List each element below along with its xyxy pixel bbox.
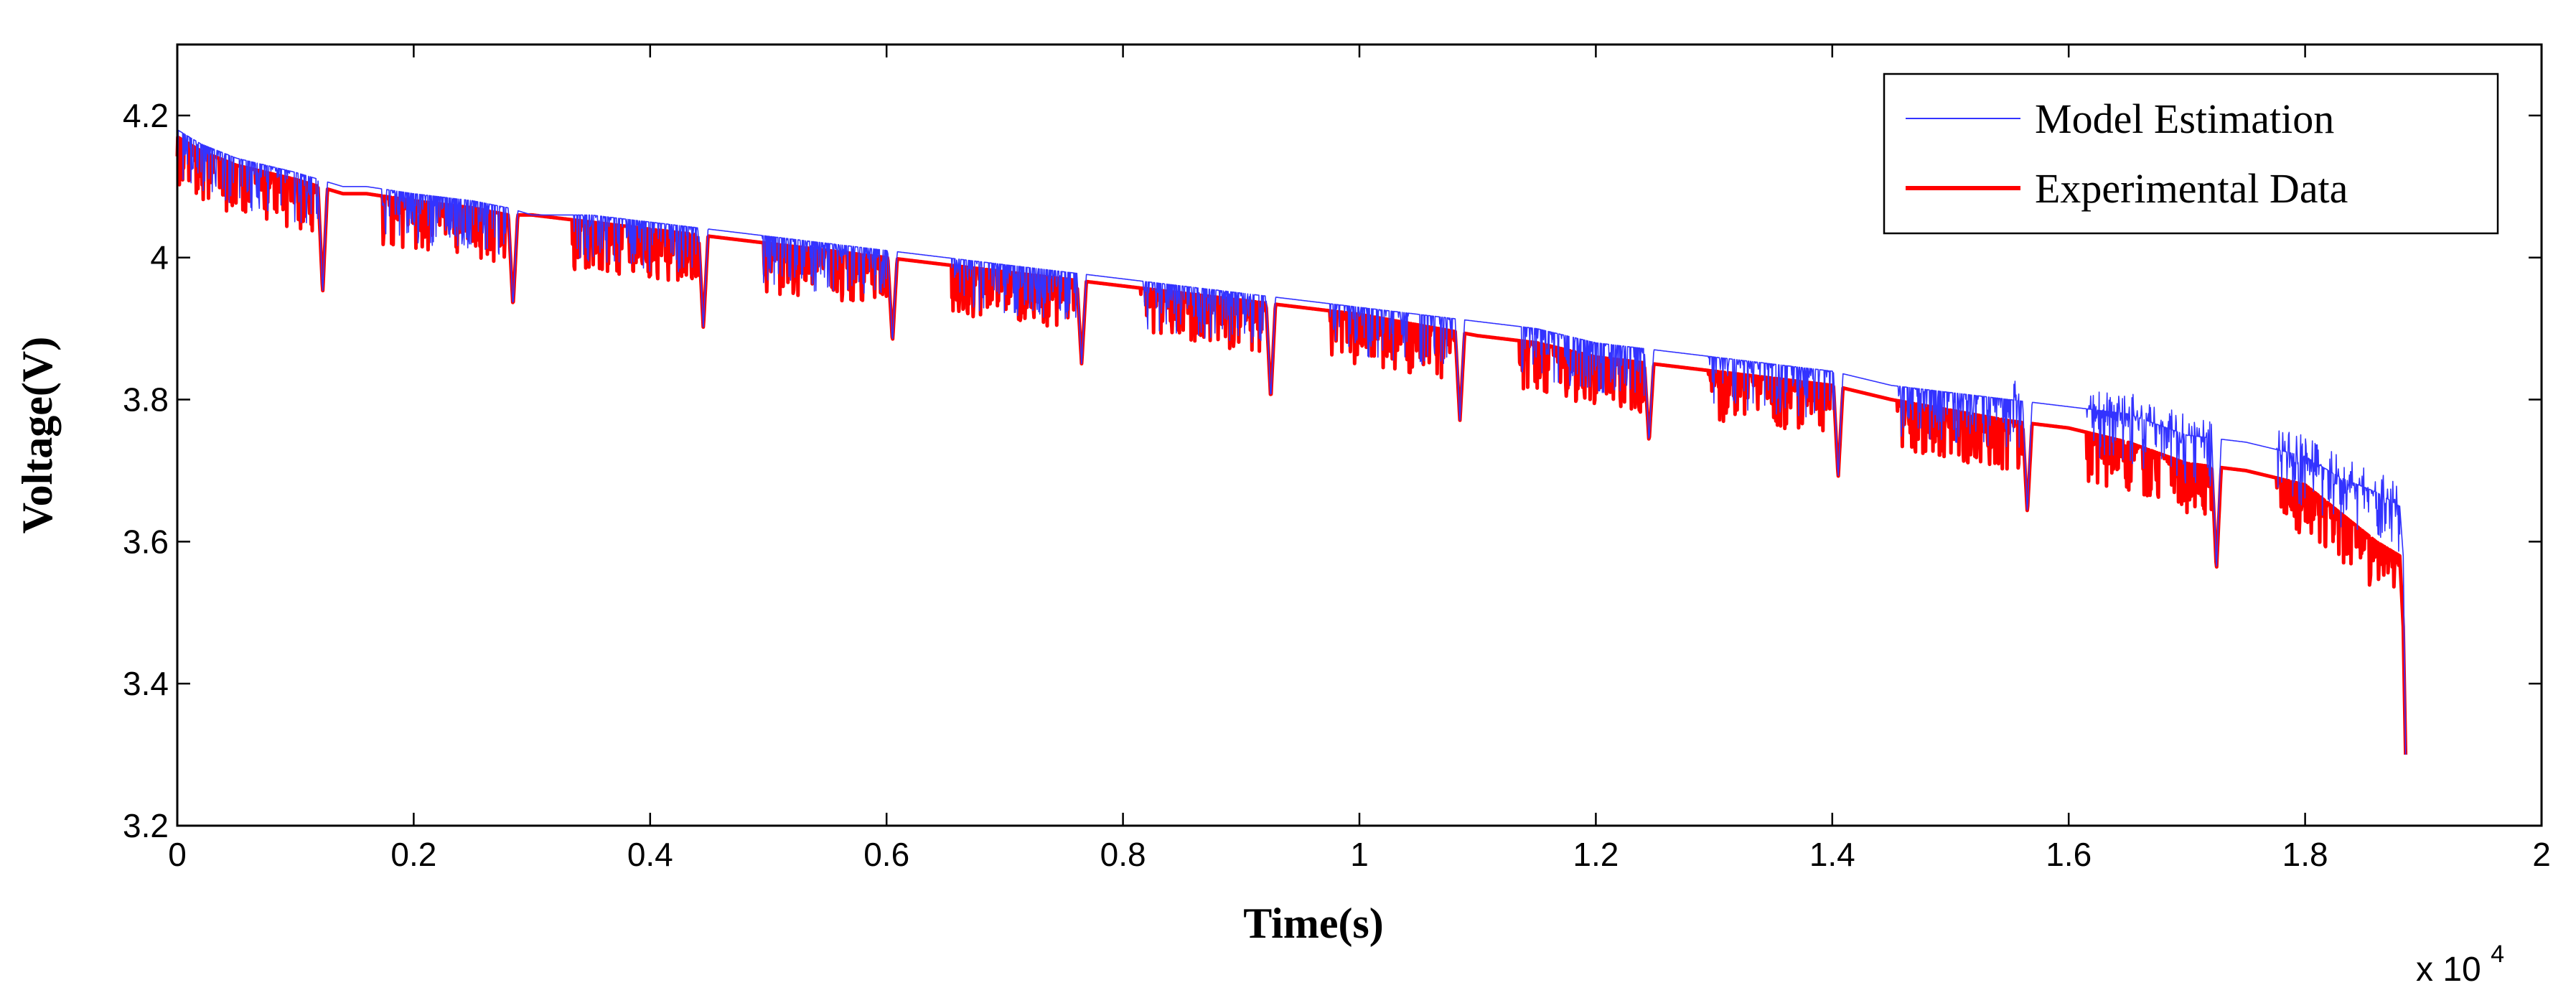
x-axis-label: Time(s): [1243, 900, 1384, 947]
legend-label-experimental: Experimental Data: [2035, 165, 2348, 212]
y-tick-label: 4: [150, 239, 169, 276]
x-multiplier-base: x 10: [2416, 951, 2481, 989]
x-multiplier-exponent: 4: [2491, 941, 2504, 968]
x-tick-label: 0.2: [390, 836, 436, 873]
x-multiplier-label: x 10 4: [2416, 941, 2504, 989]
y-tick-label: 3.6: [123, 523, 169, 560]
legend-box: [1883, 73, 2499, 235]
x-tick-label: 0.4: [627, 836, 673, 873]
ticks-layer: 0 0.2 0.4 0.6 0.8 1 1.2 1.4 1.6 1.8 2 3.2 3.4 3.6 3.8 4…: [123, 45, 2551, 873]
y-tick-label: 4.2: [123, 97, 169, 134]
x-tick-label: 1: [1350, 836, 1369, 873]
x-tick-label: 1.8: [2282, 836, 2328, 873]
legend-label-model: Model Estimation: [2035, 95, 2334, 142]
x-tick-label: 0.6: [863, 836, 909, 873]
y-tick-label: 3.8: [123, 381, 169, 419]
x-tick-label: 0: [168, 836, 187, 873]
x-tick-label: 1.2: [1573, 836, 1619, 873]
x-tick-label: 2: [2532, 836, 2551, 873]
series-line-model-estimation: [177, 129, 2407, 755]
legend: Model Estimation Experimental Data: [1883, 73, 2499, 235]
y-tick-label: 3.4: [123, 665, 169, 702]
y-axis-label: Voltage(V): [14, 337, 61, 533]
y-tick-label: 3.2: [123, 807, 169, 844]
x-tick-label: 0.8: [1100, 836, 1146, 873]
series-layer: [175, 129, 2408, 755]
x-tick-label: 1.6: [2046, 836, 2092, 873]
x-tick-label: 1.4: [1809, 836, 1855, 873]
